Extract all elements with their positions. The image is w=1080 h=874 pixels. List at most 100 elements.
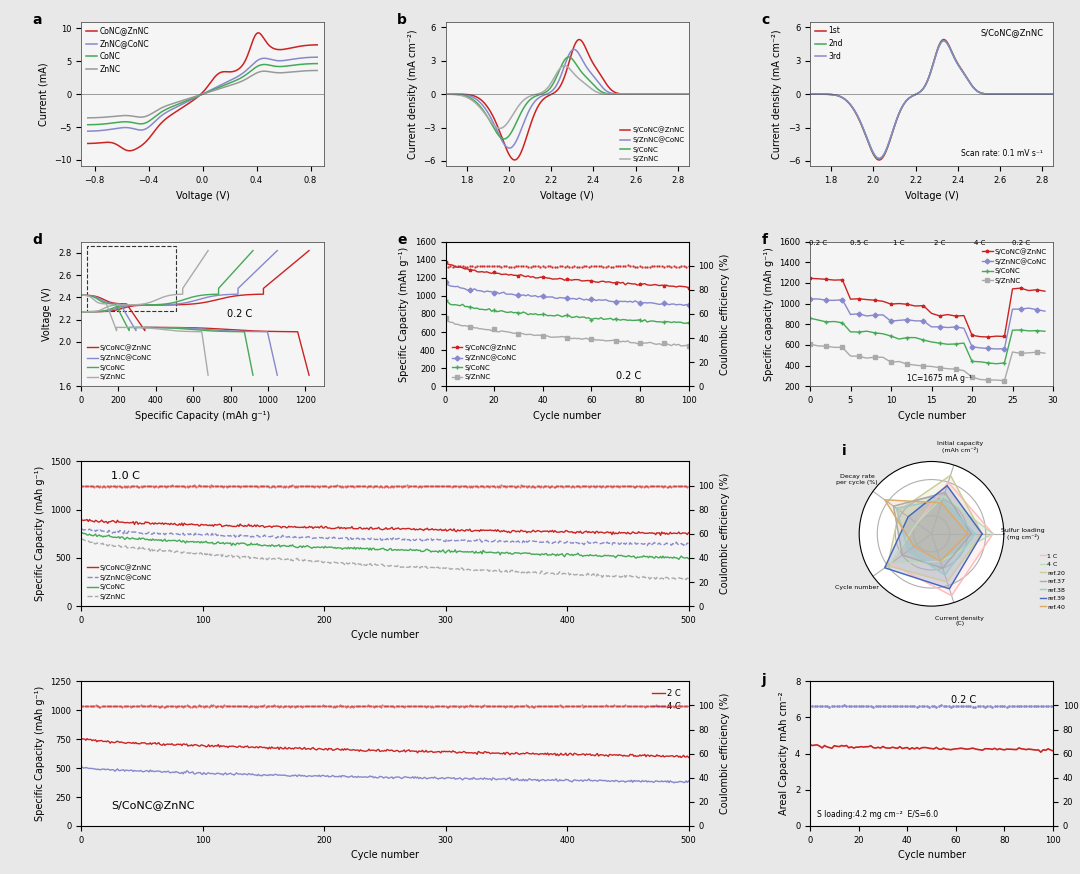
S/CoNC@ZnNC <box>974 331 987 342</box>
S/ZnNC <box>974 374 987 385</box>
S/CoNC <box>1023 326 1036 336</box>
S/CoNC <box>683 553 696 564</box>
S/CoNC@ZnNC <box>1023 285 1036 295</box>
Text: d: d <box>32 233 42 247</box>
Polygon shape <box>891 496 993 564</box>
Legend: S/CoNC@ZnNC, S/ZnNC@CoNC, S/CoNC, S/ZnNC: S/CoNC@ZnNC, S/ZnNC@CoNC, S/CoNC, S/ZnNC <box>84 561 154 603</box>
S/ZnNC <box>75 533 87 544</box>
S/CoNC <box>1007 325 1020 336</box>
S/CoNC <box>456 299 469 309</box>
S/CoNC <box>621 315 634 325</box>
Text: S/CoNC@ZnNC: S/CoNC@ZnNC <box>981 28 1043 37</box>
ZnNC@CoNC <box>218 78 231 88</box>
S/ZnNC@CoNC <box>473 534 486 545</box>
S/ZnNC@CoNC <box>583 66 596 76</box>
Text: a: a <box>32 13 42 27</box>
S/CoNC <box>227 538 240 549</box>
S/ZnNC <box>989 375 1002 385</box>
4 C <box>75 761 87 772</box>
S/ZnNC@CoNC <box>1007 304 1020 315</box>
S/ZnNC@CoNC <box>892 315 905 325</box>
S/CoNC <box>677 318 690 329</box>
S/ZnNC@CoNC <box>585 295 598 305</box>
S/ZnNC <box>933 363 946 373</box>
S/CoNC <box>252 540 265 551</box>
S/ZnNC <box>820 341 833 351</box>
CoNC@ZnNC <box>123 146 136 156</box>
ref.40 <box>961 529 974 539</box>
S/ZnNC <box>296 555 309 565</box>
ref.39 <box>902 511 915 522</box>
1st <box>987 89 1000 100</box>
1 C <box>885 558 897 569</box>
ref.40 <box>935 497 948 508</box>
S/ZnNC@CoNC <box>845 309 858 320</box>
S/ZnNC@CoNC <box>885 316 897 326</box>
Line: 2nd: 2nd <box>810 40 1053 159</box>
4 C <box>986 529 999 539</box>
1st <box>1047 89 1059 100</box>
Line: S/ZnNC@CoNC: S/ZnNC@CoNC <box>81 529 689 545</box>
S/ZnNC <box>812 341 825 351</box>
Line: CoNC@ZnNC: CoNC@ZnNC <box>87 33 318 151</box>
S/CoNC <box>1030 325 1043 336</box>
CoNC@ZnNC <box>192 91 205 101</box>
X-axis label: Voltage (V): Voltage (V) <box>540 191 594 201</box>
CoNC <box>190 91 203 101</box>
ref.20 <box>944 470 957 481</box>
S/ZnNC <box>982 375 995 385</box>
3rd <box>873 153 886 163</box>
S/CoNC@ZnNC <box>683 527 696 538</box>
S/CoNC <box>603 88 616 99</box>
S/ZnNC <box>603 89 616 100</box>
S/CoNC <box>885 330 897 341</box>
S/CoNC <box>75 528 87 538</box>
Polygon shape <box>896 499 975 575</box>
ref.39 <box>941 481 954 491</box>
ZnNC@CoNC <box>306 52 319 63</box>
S/CoNC <box>672 554 686 565</box>
ZnNC <box>311 66 324 76</box>
2 C <box>75 732 87 743</box>
S/CoNC <box>989 358 1002 369</box>
S/ZnNC@CoNC <box>861 310 874 321</box>
Line: 2 C: 2 C <box>81 738 689 758</box>
Polygon shape <box>893 493 971 568</box>
S/ZnNC@CoNC <box>868 310 881 321</box>
1 C <box>910 518 923 529</box>
S/CoNC <box>812 315 825 325</box>
ref.20 <box>881 560 894 571</box>
S/CoNC <box>579 551 592 561</box>
S/CoNC@ZnNC <box>812 274 825 284</box>
S/CoNC <box>966 356 978 366</box>
Line: ref.37: ref.37 <box>893 493 971 568</box>
S/CoNC@ZnNC <box>75 514 87 524</box>
ref.37 <box>887 501 900 511</box>
Y-axis label: Coulombic efficiency (%): Coulombic efficiency (%) <box>719 693 729 815</box>
S/ZnNC@CoNC <box>501 142 514 153</box>
S/CoNC <box>583 75 596 86</box>
S/CoNC <box>550 73 563 84</box>
S/CoNC@ZnNC <box>1039 286 1052 296</box>
Line: S/ZnNC@CoNC: S/ZnNC@CoNC <box>444 281 690 307</box>
4 C <box>910 518 923 529</box>
Text: Scan rate: 0.1 mV s⁻¹: Scan rate: 0.1 mV s⁻¹ <box>961 149 1043 158</box>
S/ZnNC <box>1014 348 1027 358</box>
CoNC@ZnNC <box>206 75 219 86</box>
CoNC <box>218 80 231 90</box>
ZnNC <box>190 91 203 101</box>
Text: 1C=1675 mA g⁻¹: 1C=1675 mA g⁻¹ <box>907 373 972 383</box>
S/ZnNC <box>917 361 930 371</box>
S/ZnNC@CoNC <box>609 296 622 307</box>
S/ZnNC <box>868 352 881 363</box>
S/ZnNC <box>473 564 486 574</box>
CoNC@ZnNC <box>191 92 204 102</box>
S/ZnNC <box>1023 348 1036 358</box>
CoNC@ZnNC <box>252 28 265 38</box>
S/CoNC <box>957 338 970 349</box>
S/CoNC <box>623 89 636 100</box>
ref.39 <box>975 529 988 539</box>
S/ZnNC@CoNC <box>1039 306 1052 316</box>
ref.20 <box>975 529 988 539</box>
S/CoNC <box>474 546 487 557</box>
